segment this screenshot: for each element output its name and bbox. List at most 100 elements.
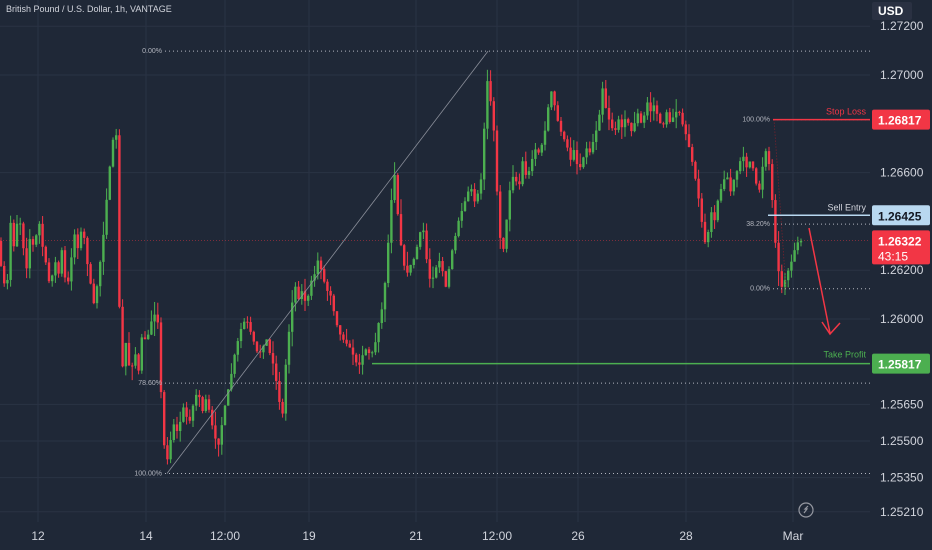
- candle-body: [559, 120, 563, 132]
- candle-body: [76, 234, 79, 249]
- price-scale[interactable]: 1.27200 1.27000 1.26600 1.26200 1.26000 1.256…: [872, 19, 930, 519]
- candle-body: [796, 242, 799, 251]
- candle-body: [630, 122, 633, 132]
- candle-body: [761, 166, 764, 190]
- candle-body: [643, 115, 646, 123]
- tv-logo-icon[interactable]: [798, 502, 814, 518]
- candle-body: [579, 164, 582, 168]
- candle-body: [521, 161, 524, 185]
- currency-badge[interactable]: [872, 2, 912, 20]
- candle-body: [70, 257, 73, 282]
- chart-title: British Pound / U.S. Dollar, 1h, VANTAGE: [6, 4, 172, 14]
- price-tick-label: 1.27000: [880, 68, 924, 82]
- candle-body: [681, 112, 684, 125]
- candle-body: [505, 219, 508, 249]
- candle-body: [249, 322, 252, 332]
- candle-body: [553, 91, 556, 106]
- candle-body: [6, 279, 9, 284]
- candle-body: [742, 156, 745, 162]
- candle-body: [620, 119, 623, 128]
- candle-body: [105, 199, 108, 235]
- candle-body: [79, 231, 83, 249]
- candle-body: [214, 425, 217, 439]
- candle-body: [73, 234, 76, 258]
- candle-body: [623, 119, 627, 128]
- candle-body: [150, 321, 153, 335]
- candle-body: [351, 347, 355, 355]
- candle-body: [444, 271, 447, 287]
- vertical-grid: [37, 0, 794, 522]
- candle-body: [588, 148, 591, 153]
- time-tick-label: 12: [31, 529, 45, 543]
- candle-body: [44, 246, 47, 263]
- candle-body: [95, 286, 99, 304]
- candle-body: [387, 242, 390, 284]
- candle-body: [614, 128, 617, 130]
- candle-body: [9, 222, 12, 280]
- price-tick-label: 1.25210: [880, 505, 924, 519]
- candle-body: [111, 139, 115, 167]
- candle-body: [435, 267, 438, 278]
- candle-body: [419, 232, 422, 247]
- candle-body: [534, 149, 537, 159]
- candle-body: [92, 283, 95, 304]
- candle-body: [259, 351, 262, 353]
- candle-body: [793, 250, 796, 262]
- candle-body: [636, 113, 639, 124]
- candle-body: [428, 259, 431, 279]
- candle-body: [454, 236, 457, 251]
- candle-body: [28, 239, 31, 269]
- candle-body: [764, 151, 767, 167]
- candle-body: [735, 171, 739, 180]
- candle-body: [713, 212, 716, 221]
- candle-body: [783, 280, 787, 287]
- candle-body: [380, 309, 383, 324]
- candle-body: [595, 130, 598, 142]
- candle-body: [467, 191, 470, 202]
- candle-body: [700, 198, 703, 222]
- candle-body: [585, 148, 588, 158]
- candle-body: [412, 259, 415, 265]
- candle-body: [531, 158, 534, 172]
- fib-trend-line: [773, 119, 787, 289]
- sell-entry-label: Sell Entry: [827, 202, 866, 212]
- candle-body: [393, 175, 396, 201]
- candle-body: [547, 107, 550, 131]
- candle-body: [153, 314, 156, 322]
- candle-body: [652, 105, 655, 112]
- candle-body: [707, 232, 710, 243]
- currency-label: USD: [878, 4, 904, 18]
- candle-body: [527, 171, 531, 175]
- price-tick-label: 1.25650: [880, 397, 924, 411]
- price-tick-label: 1.26000: [880, 312, 924, 326]
- sell-entry-price: 1.26425: [878, 209, 922, 223]
- candle-body: [287, 331, 291, 365]
- candle-body: [38, 223, 41, 236]
- candle-body: [185, 407, 188, 417]
- candle-body: [438, 261, 441, 268]
- candle-body: [358, 362, 361, 365]
- candle-body: [479, 179, 483, 194]
- candle-body: [230, 373, 233, 390]
- candle-body: [591, 141, 595, 153]
- candle-body: [723, 179, 726, 190]
- candle-body: [134, 354, 137, 366]
- candle-body: [25, 248, 28, 269]
- candle-body: [198, 394, 201, 398]
- candle-body: [99, 261, 102, 287]
- candle-body: [611, 119, 614, 129]
- candle-body: [0, 240, 3, 266]
- candle-body: [563, 131, 566, 140]
- candle-body: [732, 179, 735, 192]
- candle-body: [316, 260, 319, 275]
- candle-body: [217, 438, 220, 445]
- candle-body: [518, 181, 521, 185]
- candle-body: [3, 265, 6, 284]
- candle-body: [195, 394, 198, 406]
- fib-level-label: 100.00%: [742, 117, 770, 124]
- candle-body: [710, 212, 713, 233]
- candle-body: [147, 334, 150, 340]
- time-tick-label: 26: [571, 529, 585, 543]
- time-scale[interactable]: 12 14 12:00 19 21 12:00 26 28 Mar: [31, 529, 803, 543]
